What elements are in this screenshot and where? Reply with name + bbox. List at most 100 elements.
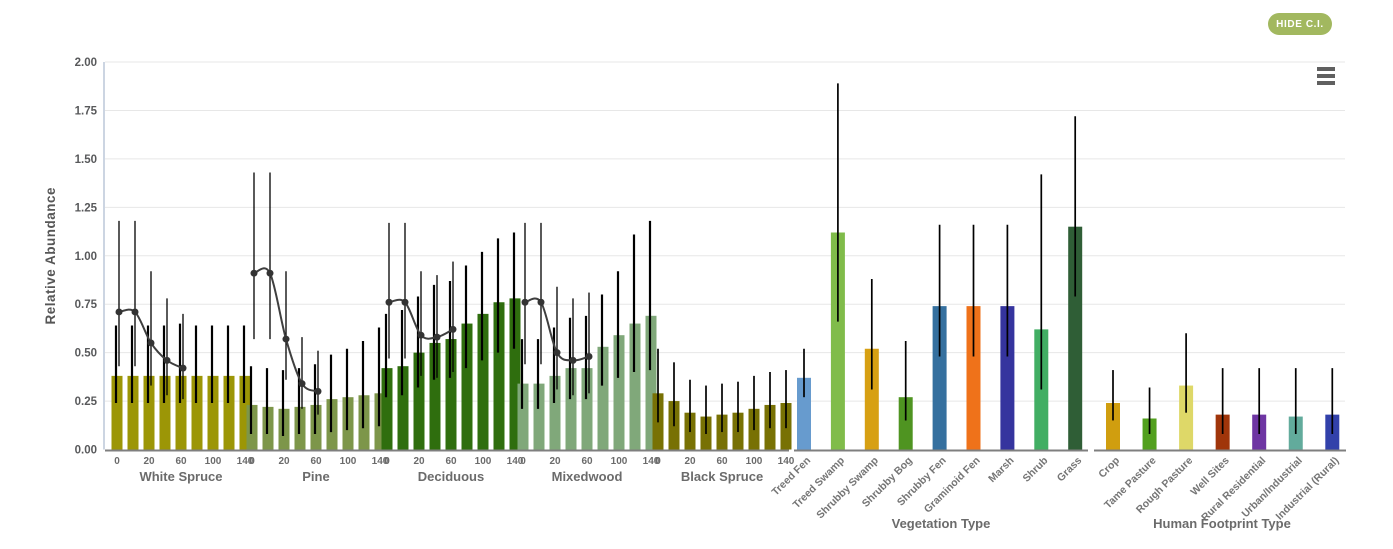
bar-deciduous-age-60[interactable]	[445, 339, 457, 450]
y-tick-label: 1.75	[75, 105, 98, 117]
harvest-point-pine-age-60[interactable]	[314, 387, 322, 395]
harvest-point-white-spruce-age-10[interactable]	[131, 308, 139, 316]
bar-deciduous-age-140[interactable]	[509, 298, 521, 450]
age-tick-label: 20	[143, 456, 155, 467]
bar-mixedwood-age-140[interactable]	[645, 315, 657, 450]
harvest-point-white-spruce-age-0[interactable]	[115, 308, 123, 316]
age-tick-label: 60	[310, 456, 322, 467]
axis-title-human-footprint-type: Human Footprint Type	[1153, 516, 1291, 531]
age-tick-label: 100	[611, 456, 628, 467]
bar-mixedwood-age-0[interactable]	[517, 383, 529, 450]
age-tick-label: 20	[278, 456, 290, 467]
bar-white-spruce-age-140[interactable]	[239, 375, 251, 450]
harvest-point-pine-age-20[interactable]	[282, 335, 290, 343]
harvest-point-pine-age-0[interactable]	[250, 269, 258, 277]
y-tick-label: 2.00	[75, 57, 97, 69]
bar-white-spruce-age-120[interactable]	[223, 375, 235, 450]
age-tick-label: 100	[340, 456, 357, 467]
age-tick-label: 100	[475, 456, 492, 467]
age-tick-label: 140	[643, 456, 660, 467]
bar-deciduous-age-120[interactable]	[493, 302, 505, 450]
bar-shrubby-swamp[interactable]	[864, 348, 879, 450]
y-tick-label: 0.00	[75, 445, 97, 457]
bar-shrubby-bog[interactable]	[898, 397, 913, 450]
category-label-industrial-rural: Industrial (Rural)	[1274, 455, 1342, 523]
bar-white-spruce-age-10[interactable]	[127, 375, 139, 450]
harvest-point-deciduous-age-10[interactable]	[401, 298, 409, 306]
hamburger-icon	[1317, 81, 1335, 85]
category-label-grass: Grass	[1055, 455, 1085, 485]
age-tick-label: 0	[384, 456, 390, 467]
bar-deciduous-age-20[interactable]	[413, 352, 425, 450]
bar-rough-pasture[interactable]	[1179, 385, 1194, 450]
bar-deciduous-age-10[interactable]	[397, 366, 409, 450]
chart-context-menu-button[interactable]	[1317, 67, 1337, 85]
age-tick-label: 0	[655, 456, 661, 467]
bar-deciduous-age-100[interactable]	[477, 313, 489, 450]
age-tick-label: 20	[684, 456, 696, 467]
bar-mixedwood-age-100[interactable]	[613, 335, 625, 450]
harvest-point-white-spruce-age-60[interactable]	[179, 364, 187, 372]
category-label-marsh: Marsh	[986, 455, 1016, 485]
bar-grass[interactable]	[1068, 226, 1083, 450]
bar-deciduous-age-80[interactable]	[461, 323, 473, 450]
y-tick-label: 1.00	[75, 251, 97, 263]
bar-white-spruce-age-60[interactable]	[175, 375, 187, 450]
bar-white-spruce-age-0[interactable]	[111, 375, 123, 450]
age-tick-label: 60	[581, 456, 593, 467]
y-tick-label: 1.50	[75, 154, 97, 166]
bar-white-spruce-age-80[interactable]	[191, 375, 203, 450]
harvest-point-mixedwood-age-40[interactable]	[569, 356, 577, 364]
bar-shrubby-fen[interactable]	[932, 306, 947, 450]
hamburger-icon	[1317, 74, 1335, 78]
y-axis-title: Relative Abundance	[43, 187, 58, 325]
harvest-point-mixedwood-age-10[interactable]	[537, 298, 545, 306]
bar-deciduous-age-40[interactable]	[429, 342, 441, 450]
bar-treed-fen[interactable]	[797, 377, 811, 450]
bar-white-spruce-age-100[interactable]	[207, 375, 219, 450]
y-tick-label: 0.50	[75, 348, 97, 360]
harvest-point-mixedwood-age-20[interactable]	[553, 349, 561, 357]
bar-mixedwood-age-20[interactable]	[549, 375, 561, 450]
group-label-black-spruce: Black Spruce	[681, 469, 763, 484]
harvest-point-deciduous-age-60[interactable]	[449, 325, 457, 333]
age-tick-label: 140	[778, 456, 795, 467]
bar-graminoid-fen[interactable]	[966, 306, 981, 450]
bar-mixedwood-age-80[interactable]	[597, 346, 609, 450]
age-tick-label: 60	[716, 456, 728, 467]
harvest-point-mixedwood-age-60[interactable]	[585, 353, 593, 360]
age-tick-label: 140	[372, 456, 389, 467]
group-label-pine: Pine	[302, 469, 329, 484]
bar-deciduous-age-0[interactable]	[381, 368, 393, 450]
harvest-point-pine-age-40[interactable]	[298, 380, 306, 388]
bar-mixedwood-age-60[interactable]	[581, 368, 593, 450]
bar-marsh[interactable]	[1000, 306, 1015, 450]
bar-crop[interactable]	[1106, 403, 1120, 450]
category-label-shrubby-swamp: Shrubby Swamp	[814, 455, 881, 522]
bar-mixedwood-age-120[interactable]	[629, 323, 641, 450]
bar-treed-swamp[interactable]	[830, 232, 845, 450]
bar-mixedwood-age-10[interactable]	[533, 383, 545, 450]
harvest-point-deciduous-age-20[interactable]	[417, 331, 425, 339]
axis-title-vegetation-type: Vegetation Type	[892, 516, 991, 531]
harvest-point-deciduous-age-0[interactable]	[385, 298, 393, 306]
category-label-shrub: Shrub	[1020, 455, 1050, 485]
hide-ci-button[interactable]: HIDE C.I.	[1268, 13, 1332, 35]
harvest-point-deciduous-age-40[interactable]	[433, 333, 441, 341]
harvest-point-white-spruce-age-20[interactable]	[147, 339, 155, 347]
harvest-point-mixedwood-age-0[interactable]	[521, 298, 529, 306]
age-tick-label: 0	[520, 456, 526, 467]
y-tick-label: 0.75	[75, 299, 98, 311]
group-label-mixedwood: Mixedwood	[552, 469, 623, 484]
harvest-point-pine-age-10[interactable]	[266, 269, 274, 277]
group-label-white-spruce: White Spruce	[139, 469, 222, 484]
bar-mixedwood-age-40[interactable]	[565, 368, 577, 450]
age-tick-label: 60	[445, 456, 457, 467]
harvest-point-white-spruce-age-40[interactable]	[163, 356, 171, 364]
bar-white-spruce-age-40[interactable]	[159, 375, 171, 450]
bar-white-spruce-age-20[interactable]	[143, 375, 155, 450]
age-tick-label: 140	[237, 456, 254, 467]
